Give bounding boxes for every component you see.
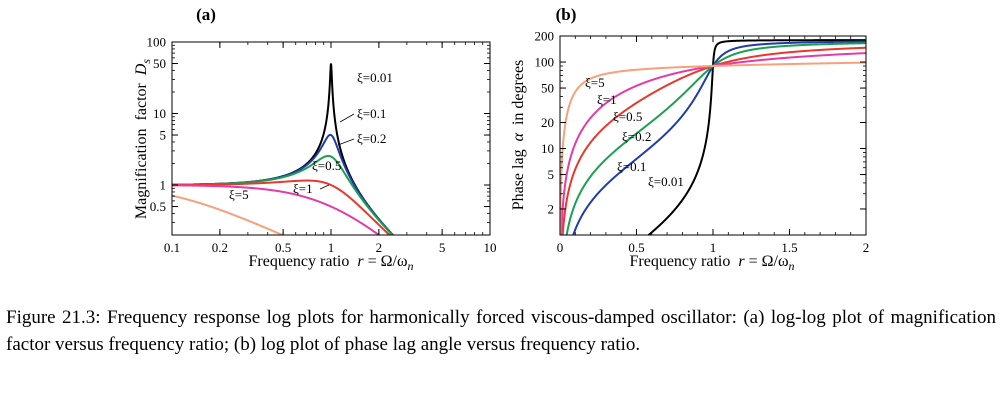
x-axis-label-b: Frequency ratio r = Ω/ωn (630, 253, 795, 270)
curve-b-5 (560, 61, 866, 235)
x-axis-label-a: Frequency ratio r = Ω/ωn (249, 253, 414, 270)
curve-a-0-1 (172, 133, 395, 235)
y-tick-label-a: 1 (160, 178, 167, 193)
y-tick-label-b: 10 (541, 141, 554, 156)
x-tick-label-a: 5 (439, 240, 446, 255)
curves-a (172, 63, 395, 235)
curve-label-b-1: ξ=1 (597, 92, 617, 107)
curve-label-a-5: ξ=5 (229, 187, 249, 202)
curve-label-b-0-1: ξ=0.1 (617, 159, 646, 174)
x-tick-label-b: 2 (863, 240, 870, 255)
y-tick-label-a: 10 (153, 106, 166, 121)
x-tick-label-a: 0.2 (212, 240, 228, 255)
y-tick-label-b: 20 (541, 115, 554, 130)
curve-label-a-0-2: ξ=0.2 (357, 131, 386, 146)
x-tick-label-a: 2 (376, 240, 383, 255)
curve-label-b-0-5: ξ=0.5 (613, 109, 642, 124)
x-tick-label-b: 0 (557, 240, 564, 255)
curve-label-a-0-1: ξ=0.1 (357, 106, 386, 121)
curve-label-a-0-01: ξ=0.01 (357, 70, 393, 85)
curve-label-a-0-5: ξ=0.5 (312, 158, 341, 173)
figure-caption: Figure 21.3: Frequency response log plot… (6, 307, 996, 355)
figure: 0.1 0.2 0.5 1 2 5 10 0.5 1 5 10 50 100 (a) Frequency r… (133, 5, 870, 273)
curve-label-b-5: ξ=5 (585, 75, 605, 90)
curve-label-a-1: ξ=1 (293, 181, 313, 196)
y-tick-label-a: 5 (160, 128, 167, 143)
panel-a: 0.1 0.2 0.5 1 2 5 10 0.5 1 5 10 50 100 (a) Frequency r… (133, 5, 497, 273)
x-tick-label-a: 1 (328, 240, 335, 255)
panel-label-b: (b) (556, 5, 577, 24)
curves-b (560, 39, 866, 235)
label-leader-a (337, 138, 355, 146)
x-tick-label-b: 1 (710, 240, 717, 255)
label-leader-a (319, 184, 330, 190)
y-tick-label-a: 0.5 (150, 199, 166, 214)
label-leader-a (339, 113, 355, 123)
x-tick-label-b: 1.5 (781, 240, 797, 255)
y-tick-label-b: 2 (548, 201, 555, 216)
x-tick-label-a: 0.5 (275, 240, 291, 255)
curve-a-0-5 (172, 179, 391, 235)
y-tick-label-b: 200 (535, 29, 555, 44)
y-axis-label-b: Phase lag α in degrees (510, 60, 527, 211)
curve-label-b-0-01: ξ=0.01 (648, 174, 684, 189)
curve-label-b-0-2: ξ=0.2 (622, 129, 651, 144)
curve-a-1 (172, 184, 381, 235)
curve-a-5 (172, 194, 285, 235)
y-tick-label-b: 100 (535, 55, 555, 70)
y-tick-label-b: 50 (541, 81, 554, 96)
y-tick-label-a: 100 (147, 35, 167, 50)
panel-label-a: (a) (196, 5, 216, 24)
x-tick-label-b: 0.5 (628, 240, 644, 255)
panel-b: 0 0.5 1 1.5 2 2 5 10 20 50 100 200(b) Frequency rati… (510, 5, 870, 273)
x-tick-label-a: 10 (484, 240, 497, 255)
x-tick-label-a: 0.1 (164, 240, 180, 255)
y-tick-label-a: 50 (153, 56, 166, 71)
y-axis-label-a: Magnification factor Ds (133, 59, 153, 220)
y-tick-label-b: 5 (548, 167, 555, 182)
